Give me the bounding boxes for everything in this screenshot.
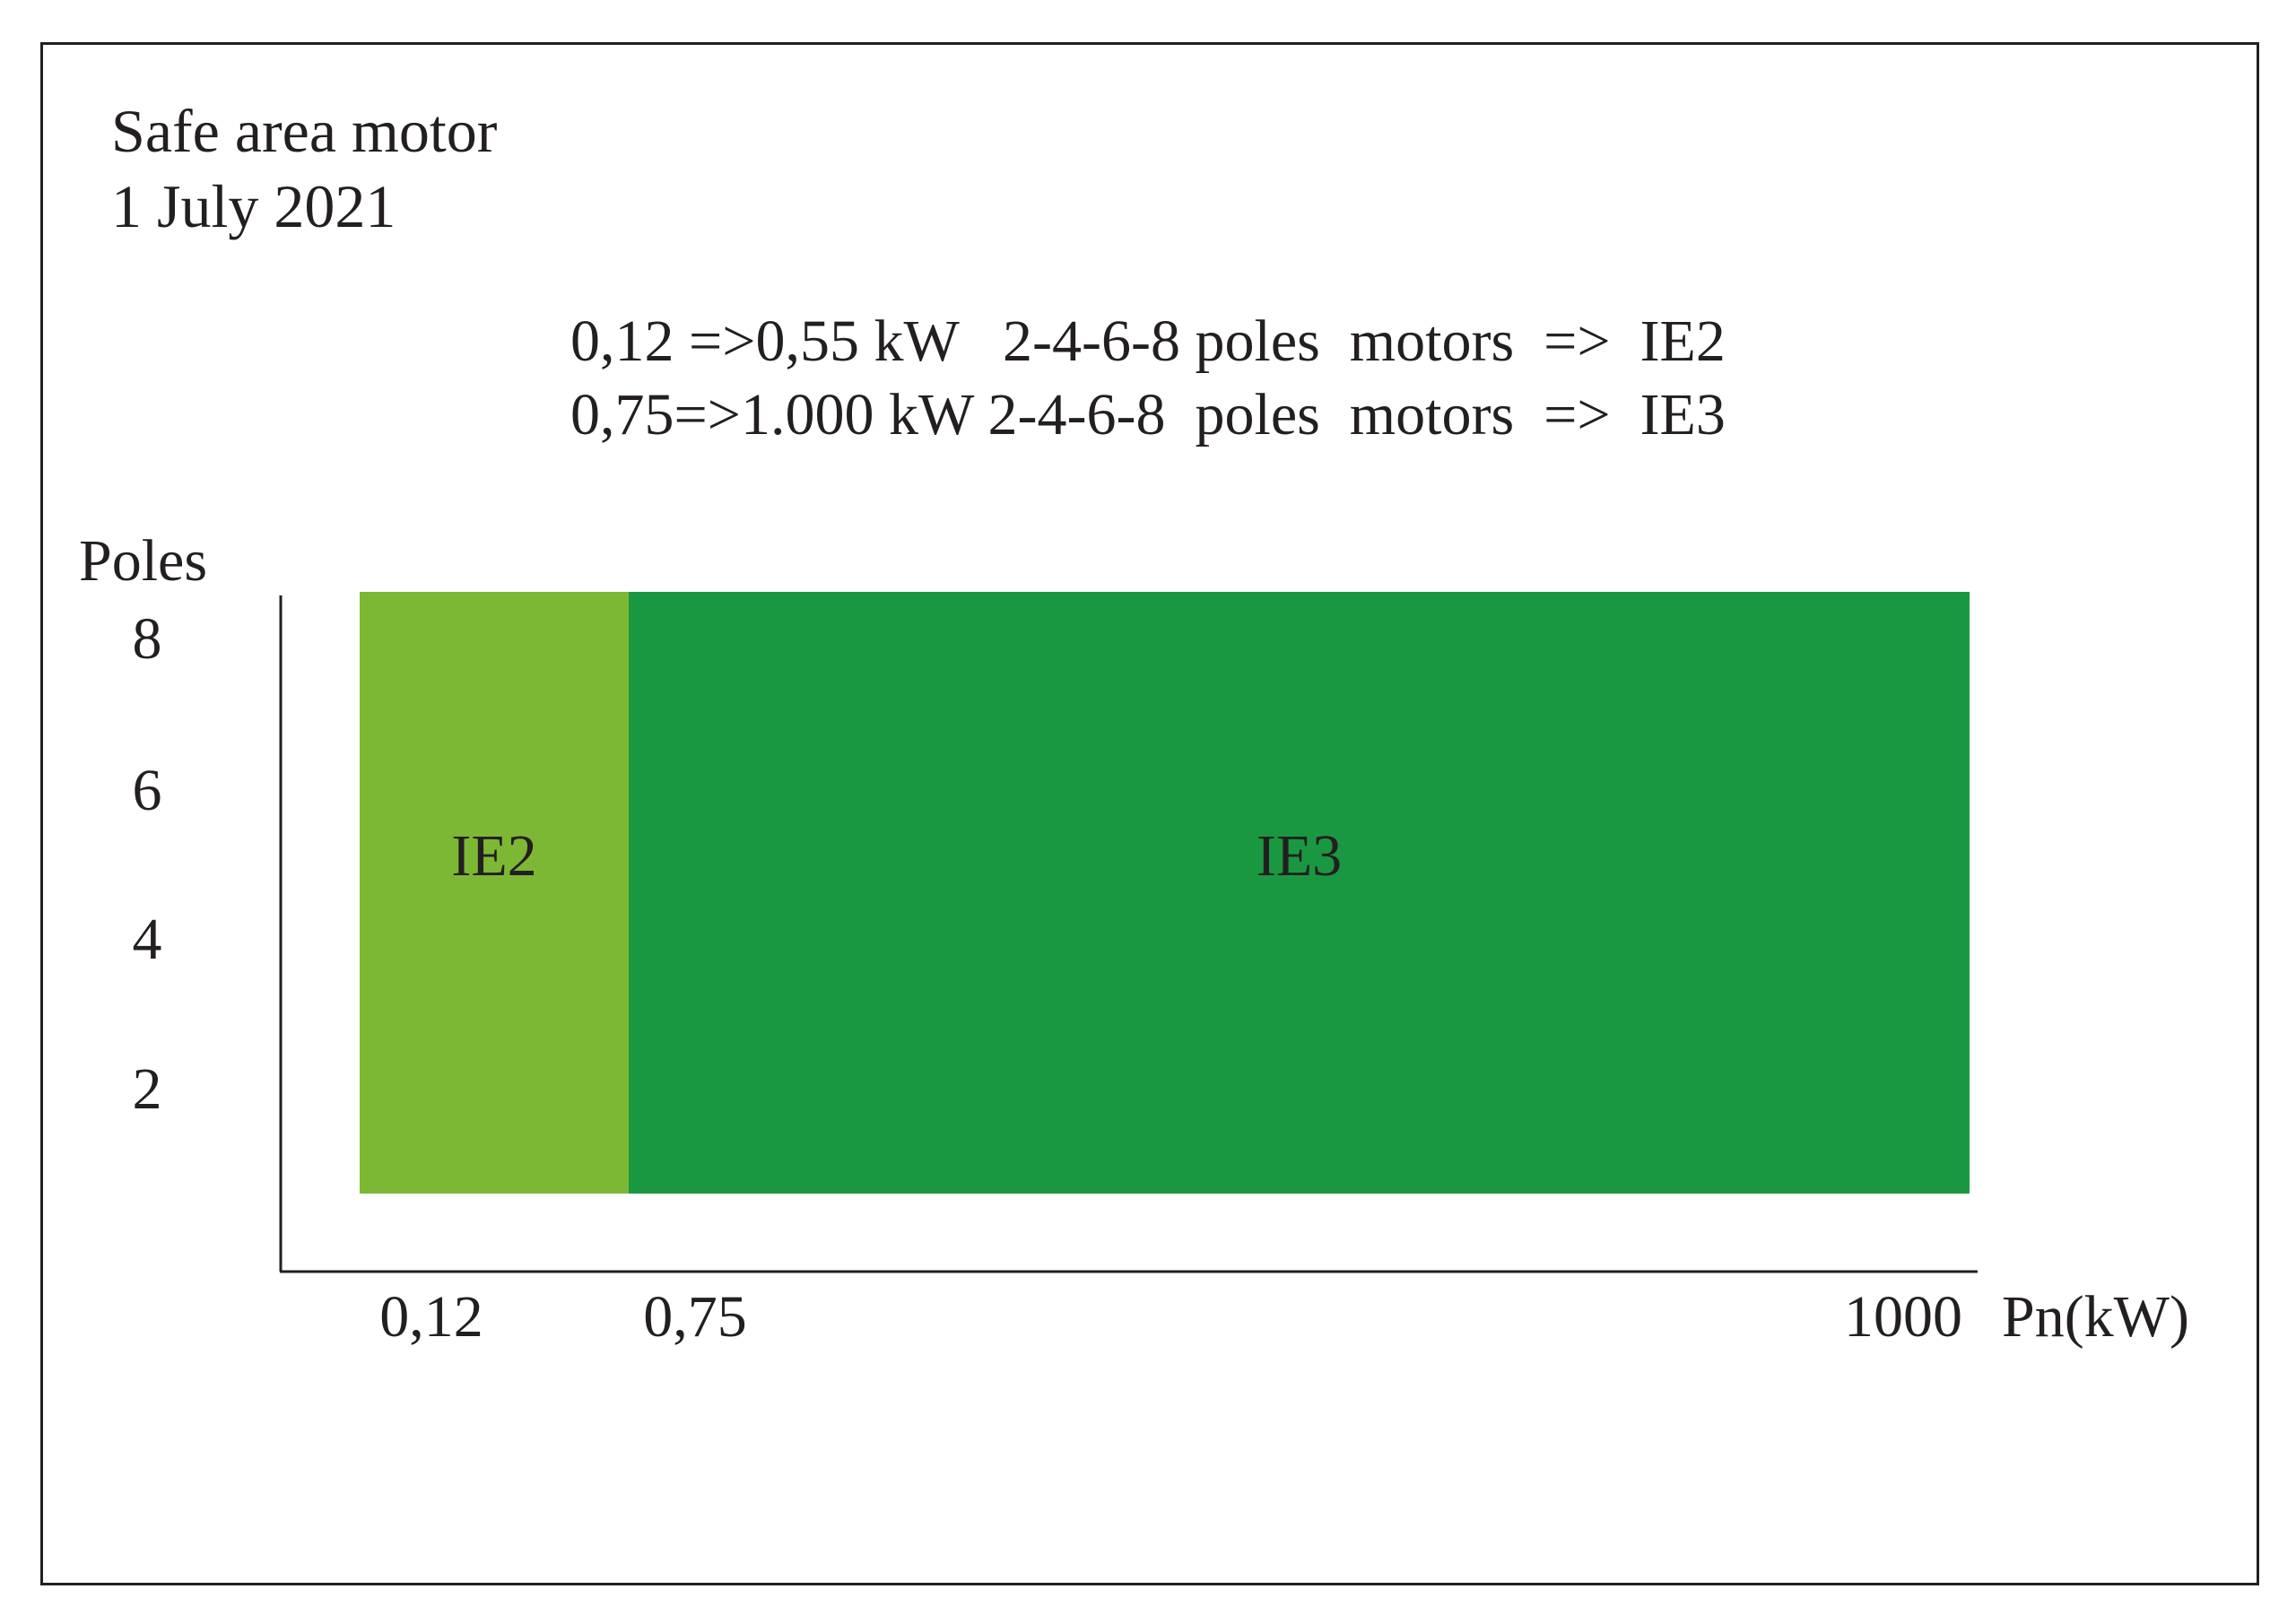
region-label-ie2: IE2: [451, 823, 536, 889]
x-tick-0-12: 0,12: [379, 1284, 483, 1350]
y-tick-6: 6: [133, 758, 162, 823]
rule-line-ie3: 0,75=>1.000 kW 2-4-6-8 poles motors => I…: [570, 382, 1726, 447]
region-ie2: [360, 592, 629, 1194]
region-label-ie3: IE3: [1257, 823, 1342, 889]
x-axis-label: Pn(kW): [2002, 1284, 2189, 1350]
y-tick-2: 2: [133, 1056, 162, 1122]
rule-line-ie2: 0,12 =>0,55 kW 2-4-6-8 poles motors => I…: [570, 308, 1726, 374]
y-tick-8: 8: [133, 606, 162, 672]
y-axis-label: Poles: [79, 528, 207, 594]
y-tick-4: 4: [133, 907, 162, 972]
chart-subtitle: 1 July 2021: [111, 172, 396, 240]
x-tick-0-75: 0,75: [643, 1284, 747, 1350]
region-ie3: [629, 592, 1970, 1194]
chart-title: Safe area motor: [111, 97, 498, 165]
x-tick-1000: 1000: [1844, 1284, 1962, 1350]
figure-frame: [40, 42, 2259, 1585]
